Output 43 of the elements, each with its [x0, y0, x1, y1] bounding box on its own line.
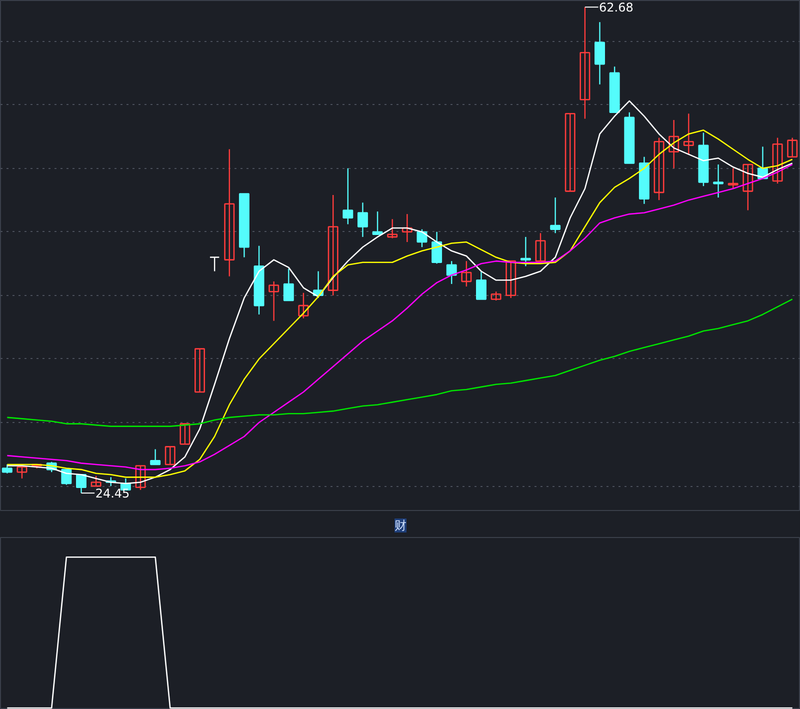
candlestick	[387, 218, 398, 239]
candlestick	[209, 256, 220, 272]
candlestick	[506, 260, 516, 299]
candlestick	[224, 148, 235, 277]
candlestick	[580, 6, 590, 120]
candlestick	[135, 465, 146, 490]
candlestick	[164, 446, 176, 466]
candlestick	[402, 213, 412, 243]
candlestick	[535, 232, 546, 262]
candlestick	[550, 196, 561, 234]
candlestick	[61, 468, 72, 486]
candlestick	[342, 168, 354, 225]
candlestick	[268, 280, 280, 322]
candlestick	[90, 475, 102, 487]
candlestick	[683, 113, 694, 155]
annotation: 62.68	[599, 0, 634, 15]
candlestick	[654, 137, 664, 201]
candlestick	[298, 292, 309, 319]
chart-title: 财	[394, 518, 406, 532]
candlestick	[476, 270, 486, 300]
candlestick	[416, 228, 428, 248]
candlestick	[772, 137, 783, 184]
candlestick	[372, 210, 383, 236]
candlestick	[76, 474, 86, 494]
candlestick	[432, 231, 442, 264]
candlestick	[742, 164, 754, 211]
annotation: 24.45	[95, 486, 130, 501]
candlestick	[283, 268, 294, 302]
candlestick	[564, 112, 576, 192]
candlestick	[520, 236, 531, 267]
candlestick	[594, 22, 605, 85]
candlestick	[713, 164, 724, 198]
candlestick	[787, 137, 798, 158]
candlestick	[150, 448, 161, 466]
candlestick	[194, 348, 205, 393]
candlestick	[446, 260, 457, 285]
candlestick	[16, 466, 28, 480]
candlestick	[328, 194, 338, 296]
candlestick	[461, 260, 472, 288]
candlestick	[668, 119, 680, 169]
candlestick	[728, 168, 738, 190]
candlestick	[357, 202, 368, 238]
candlestick	[180, 423, 190, 445]
